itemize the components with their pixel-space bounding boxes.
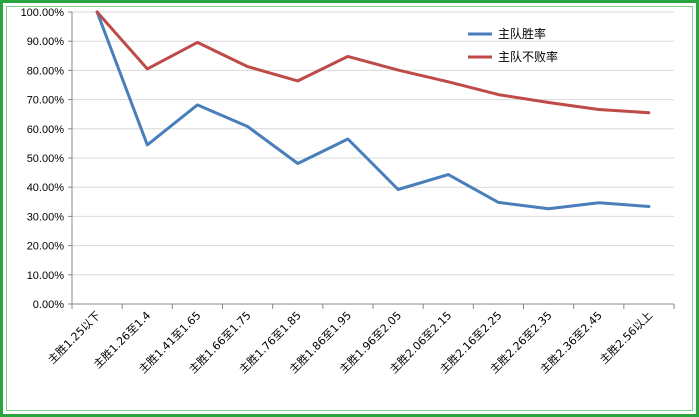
chart-inner-border — [6, 6, 693, 411]
y-tick-label: 70.00% — [27, 95, 65, 107]
y-tick-label: 50.00% — [27, 153, 65, 165]
y-axis-ticks: 0.00% 10.00% 20.00% 30.00% 40.00% 50.00% 60.00… — [21, 7, 65, 311]
y-tick-label: 80.00% — [27, 65, 65, 77]
series-line-2 — [95, 10, 651, 115]
gridlines — [72, 11, 674, 276]
y-tick-label: 40.00% — [27, 182, 65, 194]
x-tick-label: 主胜2.56以上 — [597, 308, 655, 366]
y-tick-label: 20.00% — [27, 241, 65, 253]
legend-label-2: 主队不败率 — [498, 49, 558, 64]
y-tick-label: 30.00% — [27, 211, 65, 223]
series-lines — [95, 10, 651, 211]
axes — [68, 11, 675, 309]
y-tick-label: 60.00% — [27, 124, 65, 136]
legend-label-1: 主队胜率 — [498, 26, 546, 41]
x-axis-ticks: 主胜1.25以下主胜1.26至1.4主胜1.41至1.65主胜1.66至1.75… — [45, 308, 655, 376]
y-tick-label: 100.00% — [21, 7, 65, 19]
y-tick-label: 10.00% — [27, 270, 65, 282]
y-tick-label: 0.00% — [33, 299, 64, 311]
series-line-1 — [95, 10, 651, 211]
y-tick-label: 90.00% — [27, 36, 65, 48]
